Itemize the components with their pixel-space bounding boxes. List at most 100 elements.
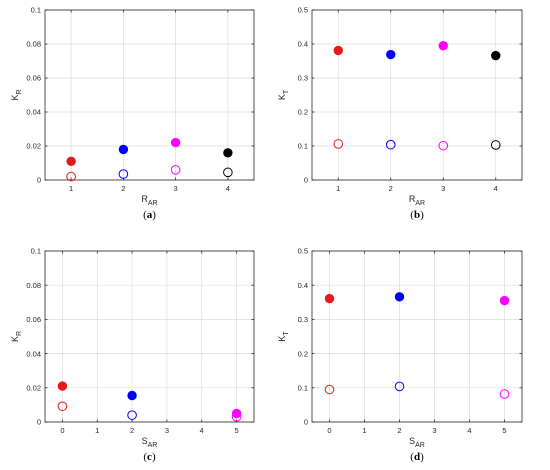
y-tick-label: 0.04 xyxy=(26,108,41,117)
axes-frame xyxy=(311,9,523,181)
y-axis-label-main: K xyxy=(277,336,287,342)
panel-b: 1 2 3 4 0 0.1 0.2 0.3 0.4 0.5 RAR KT (b) xyxy=(277,6,523,221)
data-point-filled xyxy=(231,408,242,419)
x-tick-label: 5 xyxy=(234,426,238,435)
y-tick-label: 0.5 xyxy=(298,247,308,256)
y-tick-label: 0.5 xyxy=(298,6,308,15)
caption-close: ) xyxy=(152,451,156,463)
y-tick-label: 0.06 xyxy=(26,315,41,324)
x-axis-label-sub: AR xyxy=(148,442,158,449)
x-tick-label: 4 xyxy=(467,426,471,435)
y-axis-label: KR xyxy=(10,331,23,342)
y-tick-label: 0.2 xyxy=(298,108,308,117)
axes-frame xyxy=(311,250,523,423)
y-tick-label: 0.1 xyxy=(298,142,308,151)
caption-letter: c xyxy=(147,451,152,463)
panel-caption: (b) xyxy=(410,209,424,221)
plot-area xyxy=(312,10,522,180)
y-tick-label: 0 xyxy=(304,176,308,185)
caption-open: ( xyxy=(410,209,414,221)
data-point-filled xyxy=(127,390,137,401)
x-tick-label: 1 xyxy=(336,184,340,193)
data-point-open xyxy=(499,389,510,399)
data-point-filled xyxy=(324,293,335,304)
y-axis-label: KR xyxy=(10,89,23,100)
y-axis-label-sub: T xyxy=(283,89,290,94)
axes-frame xyxy=(44,250,255,423)
y-tick-label: 0.02 xyxy=(26,384,41,393)
x-tick-label: 2 xyxy=(130,426,134,435)
x-tick-label: 1 xyxy=(95,426,99,435)
x-axis-label-sub: AR xyxy=(148,200,158,207)
data-point-filled xyxy=(66,156,76,167)
data-point-open xyxy=(57,401,68,412)
x-axis-label-main: R xyxy=(409,194,416,204)
plot-area xyxy=(45,10,254,180)
data-point-filled xyxy=(386,49,396,60)
axes-frame xyxy=(44,9,255,181)
y-tick-label: 0.3 xyxy=(298,74,308,83)
panel-c: 0 1 2 3 4 5 0 0.02 0.04 0.06 0.08 0.1 SAR KR (c) xyxy=(10,247,255,463)
data-point-filled xyxy=(394,292,405,302)
caption-close: ) xyxy=(420,451,424,463)
y-tick-label: 0.2 xyxy=(298,349,308,358)
plot-area xyxy=(45,251,254,422)
data-point-filled xyxy=(333,45,343,56)
y-tick-label: 0 xyxy=(37,176,41,185)
y-tick-label: 0.08 xyxy=(26,281,41,290)
x-tick-label: 4 xyxy=(200,426,204,435)
y-axis-label-main: K xyxy=(10,95,20,101)
y-axis-label-sub: R xyxy=(16,89,23,94)
caption-open: ( xyxy=(143,451,147,463)
y-tick-label: 0.1 xyxy=(31,247,41,256)
y-tick-label: 0.1 xyxy=(298,384,308,393)
y-tick-label: 0 xyxy=(37,418,41,427)
x-tick-label: 1 xyxy=(362,426,366,435)
x-tick-label: 3 xyxy=(165,426,169,435)
data-point-open xyxy=(127,410,137,420)
data-point-filled xyxy=(499,295,510,306)
y-tick-label: 0 xyxy=(304,418,308,427)
data-point-open xyxy=(170,165,181,175)
panel-caption: (d) xyxy=(410,451,424,463)
x-tick-label: 5 xyxy=(502,426,506,435)
y-axis-label-sub: T xyxy=(283,331,290,336)
x-axis-label: RAR xyxy=(409,194,425,207)
y-tick-label: 0.4 xyxy=(298,281,308,290)
data-point-filled xyxy=(491,50,501,61)
data-point-open xyxy=(333,139,344,149)
caption-letter: d xyxy=(414,451,420,463)
data-point-open xyxy=(385,139,396,150)
x-tick-label: 3 xyxy=(441,184,445,193)
x-axis-label-main: R xyxy=(141,194,148,204)
y-axis-label: KT xyxy=(277,331,290,342)
y-axis-label: KT xyxy=(277,89,290,100)
data-point-open xyxy=(223,167,233,178)
data-point-filled xyxy=(438,41,448,51)
x-tick-label: 4 xyxy=(494,184,498,193)
data-point-open xyxy=(324,384,335,395)
y-axis-label-sub: R xyxy=(16,331,23,336)
x-tick-label: 0 xyxy=(60,426,64,435)
x-tick-label: 0 xyxy=(327,426,331,435)
y-tick-label: 0.4 xyxy=(298,40,308,49)
data-point-filled xyxy=(223,148,233,158)
panel-caption: (c) xyxy=(143,451,156,463)
data-point-open xyxy=(231,412,242,422)
y-tick-label: 0.06 xyxy=(26,74,41,83)
x-axis-label-sub: AR xyxy=(415,442,425,449)
y-tick-label: 0.3 xyxy=(298,315,308,324)
x-tick-label: 1 xyxy=(69,184,73,193)
y-tick-label: 0.04 xyxy=(26,349,41,358)
caption-open: ( xyxy=(143,209,147,221)
caption-open: ( xyxy=(410,451,414,463)
x-tick-label: 2 xyxy=(389,184,393,193)
x-tick-label: 2 xyxy=(397,426,401,435)
y-tick-label: 0.08 xyxy=(26,40,41,49)
data-point-open xyxy=(490,140,501,150)
caption-close: ) xyxy=(420,209,424,221)
x-tick-label: 4 xyxy=(226,184,230,193)
panel-d: 0 1 2 3 4 5 0 0.1 0.2 0.3 0.4 0.5 SAR KT (d) xyxy=(277,247,523,463)
